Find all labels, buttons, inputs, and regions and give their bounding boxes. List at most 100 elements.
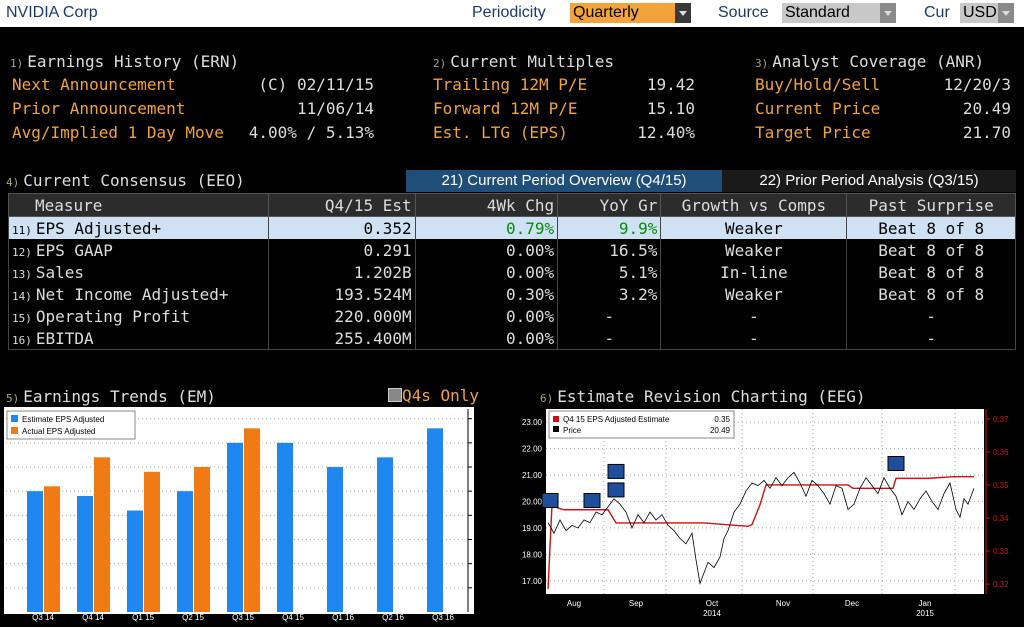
y-tick-label: 0.40 (476, 415, 492, 424)
col-measure[interactable]: Measure (8, 193, 269, 217)
row-label: Est. LTG (EPS) (433, 123, 568, 142)
table-row[interactable]: 16) EBITDA 255.400M 0.00% - - - (8, 327, 1016, 350)
x-tick-label: Nov (776, 599, 790, 608)
right-tick-label: 0.32 (993, 580, 1009, 589)
measure-name: Sales (35, 262, 85, 282)
row-number: 12) (12, 245, 32, 259)
measure-name: EBITDA (35, 328, 94, 348)
right-tick-label: 0.33 (993, 547, 1009, 556)
growth-cell: Weaker (660, 216, 848, 239)
legend-actual-swatch (11, 427, 18, 434)
section-number: 1) (10, 57, 24, 70)
source-select[interactable]: Standard (782, 3, 880, 23)
measure-name: Operating Profit (35, 306, 190, 326)
table-row[interactable]: 14) Net Income Adjusted+ 193.524M 0.30% 3… (8, 283, 1016, 305)
earnings-history-header[interactable]: 1) Earnings History (ERN) (10, 52, 239, 71)
legend-price-label: Price (563, 426, 582, 435)
event-marker (541, 493, 559, 508)
measure-cell: 13) Sales (8, 261, 269, 283)
list-item: Est. LTG (EPS) 12.40% (433, 123, 695, 147)
right-tick-label: 0.37 (993, 415, 1009, 424)
right-tick-label: 0.35 (993, 481, 1009, 490)
left-tick-label: 17.00 (522, 577, 543, 586)
measure-cell: 12) EPS GAAP (8, 239, 269, 261)
y-tick-label: 0.30 (476, 463, 492, 472)
yoy-cell: - (557, 327, 662, 350)
row-label: Avg/Implied 1 Day Move (12, 123, 224, 142)
col-yoy-growth[interactable]: YoY Gr (557, 193, 662, 217)
legend-estimate-label: Q4 15 EPS Adjusted Estimate (563, 415, 670, 424)
q4s-only-toggle[interactable]: Q4s Only (388, 386, 479, 405)
consensus-header[interactable]: 4) Current Consensus (EEO) (6, 171, 245, 190)
row-value: 12/20/3 (943, 75, 1011, 94)
change-cell: 0.79% (414, 216, 559, 239)
row-value: 12.40% (637, 123, 695, 142)
row-number: 16) (12, 333, 32, 347)
estimate-bar (427, 428, 443, 612)
x-tick-label: Sep (629, 599, 644, 608)
left-tick-label: 20.00 (522, 498, 543, 507)
row-value: 15.10 (646, 99, 695, 118)
estimate-revision-chart: 17.00 18.00 19.00 20.00 21.00 22.00 23.00 0.32 0… (522, 409, 1009, 618)
growth-cell: Weaker (660, 283, 848, 305)
surprise-cell: - (846, 305, 1016, 327)
current-multiples-header[interactable]: 2) Current Multiples (433, 52, 614, 71)
x-tick-label: Aug (567, 599, 581, 608)
periodicity-select[interactable]: Quarterly (570, 3, 675, 23)
list-item: Target Price 21.70 (755, 123, 1011, 147)
growth-cell: In-line (660, 261, 848, 283)
change-cell: 0.30% (414, 283, 559, 305)
row-label: Trailing 12M P/E (433, 75, 588, 94)
x-tick-label: Q1 15 (132, 613, 154, 622)
surprise-cell: Beat 8 of 8 (846, 216, 1016, 239)
left-tick-label: 23.00 (522, 418, 543, 427)
table-row[interactable]: 15) Operating Profit 220.000M 0.00% - - - (8, 305, 1016, 327)
event-marker (607, 482, 625, 498)
periodicity-dropdown-icon[interactable] (675, 3, 691, 23)
col-past-surprise[interactable]: Past Surprise (846, 193, 1016, 217)
checkbox-icon[interactable] (388, 388, 402, 402)
yoy-cell: 3.2% (557, 283, 662, 305)
col-estimate[interactable]: Q4/15 Est (267, 193, 416, 217)
section-title: Current Consensus (EEO) (23, 171, 245, 190)
security-title: NVIDIA Corp (6, 4, 98, 21)
actual-bar (194, 467, 210, 612)
col-growth-vs-comps[interactable]: Growth vs Comps (660, 193, 848, 217)
currency-select[interactable]: USD (960, 3, 998, 23)
y-tick-label: 0.15 (476, 536, 492, 545)
currency-dropdown-icon[interactable] (998, 3, 1014, 23)
estimate-bar (227, 442, 243, 612)
table-row[interactable]: 11) EPS Adjusted+ 0.352 0.79% 9.9% Weaker… (8, 216, 1016, 239)
tab-current-period[interactable]: 21) Current Period Overview (Q4/15) (406, 170, 722, 192)
y-tick-label: 0.35 (476, 439, 492, 448)
year-label: 2015 (916, 609, 934, 618)
surprise-cell: Beat 8 of 8 (846, 283, 1016, 305)
table-row[interactable]: 13) Sales 1.202B 0.00% 5.1% In-line Beat … (8, 261, 1016, 283)
estimate-bar (277, 442, 293, 612)
legend-box (6, 410, 136, 440)
actual-bar (44, 486, 60, 612)
list-item: Prior Announcement 11/06/14 (12, 99, 374, 123)
tab-prior-period[interactable]: 22) Prior Period Analysis (Q3/15) (722, 170, 1016, 192)
estimate-cell: 220.000M (267, 305, 416, 327)
x-tick-label: Q2 15 (182, 613, 204, 622)
section-number: 5) (6, 392, 20, 405)
change-cell: 0.00% (414, 261, 559, 283)
section-title: Estimate Revision Charting (EEG) (557, 387, 866, 406)
toggle-label: Q4s Only (402, 386, 480, 405)
col-4wk-change[interactable]: 4Wk Chg (414, 193, 559, 217)
measure-cell: 15) Operating Profit (8, 305, 269, 327)
actual-bar (244, 428, 260, 612)
measure-cell: 16) EBITDA (8, 327, 269, 350)
source-dropdown-icon[interactable] (880, 3, 896, 23)
row-label: Current Price (755, 99, 881, 118)
revision-header[interactable]: 6) Estimate Revision Charting (EEG) (540, 387, 866, 406)
analyst-coverage-header[interactable]: 3) Analyst Coverage (ANR) (755, 52, 984, 71)
x-tick-label: Q1 16 (332, 613, 354, 622)
year-label: 2014 (703, 609, 721, 618)
table-row[interactable]: 12) EPS GAAP 0.291 0.00% 16.5% Weaker Bea… (8, 239, 1016, 261)
section-title: Analyst Coverage (ANR) (772, 52, 985, 71)
row-number: 14) (12, 289, 32, 303)
earnings-trends-header[interactable]: 5) Earnings Trends (EM) (6, 387, 216, 406)
consensus-table: Measure Q4/15 Est 4Wk Chg YoY Gr Growth … (8, 193, 1016, 350)
